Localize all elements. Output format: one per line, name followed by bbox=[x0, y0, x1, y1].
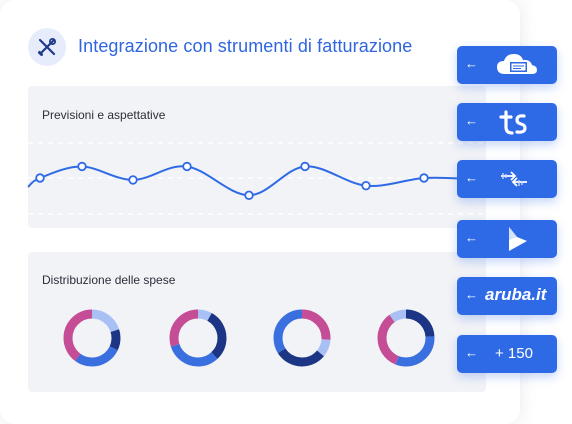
forecast-point bbox=[419, 173, 429, 183]
spend-panel: Distribuzione delle spese bbox=[28, 252, 486, 392]
donut-slice bbox=[63, 309, 121, 367]
donut-slice bbox=[377, 309, 435, 367]
arrow-left-icon: ← bbox=[465, 230, 478, 245]
forecast-line-chart bbox=[27, 142, 486, 215]
cloud-invoice-logo bbox=[497, 54, 537, 74]
forecast-point bbox=[35, 173, 45, 183]
forecast-point bbox=[361, 180, 371, 191]
spend-donut-charts bbox=[63, 309, 435, 367]
aruba-logo: aruba.it bbox=[485, 285, 547, 304]
dynamics-logo bbox=[509, 227, 527, 251]
arrow-left-icon: ← bbox=[465, 170, 478, 185]
arrow-left-icon: ← bbox=[465, 345, 478, 360]
donut-slice bbox=[169, 309, 227, 367]
donut-slice bbox=[273, 309, 331, 367]
integration-sync-button[interactable]: ← bbox=[457, 160, 557, 198]
sync-arrows-logo bbox=[501, 171, 527, 187]
ts-logo bbox=[499, 110, 527, 135]
page-title: Integrazione con strumenti di fatturazio… bbox=[78, 36, 413, 56]
arrow-left-icon: ← bbox=[465, 113, 478, 128]
donut-slice bbox=[169, 309, 227, 367]
donut-slice bbox=[169, 309, 227, 367]
forecast-point bbox=[128, 175, 138, 185]
integration-card: Integrazione con strumenti di fatturazio… bbox=[27, 28, 486, 392]
integration-ts-button[interactable]: ← bbox=[457, 103, 557, 141]
integration-dynamics-button[interactable]: ← bbox=[457, 220, 557, 258]
forecast-line bbox=[27, 165, 471, 197]
donut-slice bbox=[377, 309, 435, 367]
donut-slice bbox=[63, 309, 121, 367]
forecast-point bbox=[77, 161, 87, 172]
donut-slice bbox=[273, 309, 331, 367]
tools-icon bbox=[28, 28, 66, 66]
arrow-left-icon: ← bbox=[465, 56, 478, 71]
integration-cloud-invoice-button[interactable]: ← bbox=[457, 46, 557, 84]
arrow-left-icon: ← bbox=[465, 287, 478, 302]
spend-panel-label: Distribuzione delle spese bbox=[42, 273, 176, 287]
forecast-panel-label: Previsioni e aspettative bbox=[42, 108, 166, 122]
forecast-point bbox=[300, 161, 310, 172]
integration-aruba-button[interactable]: ← aruba.it bbox=[457, 277, 557, 315]
forecast-point bbox=[244, 190, 254, 200]
forecast-point bbox=[182, 161, 192, 172]
donut-slice bbox=[377, 309, 435, 367]
integration-more-button[interactable]: ← + 150 bbox=[457, 335, 557, 373]
forecast-panel: Previsioni e aspettative bbox=[28, 86, 486, 228]
more-integrations-count: + 150 bbox=[495, 345, 533, 362]
donut-slice bbox=[63, 309, 121, 367]
